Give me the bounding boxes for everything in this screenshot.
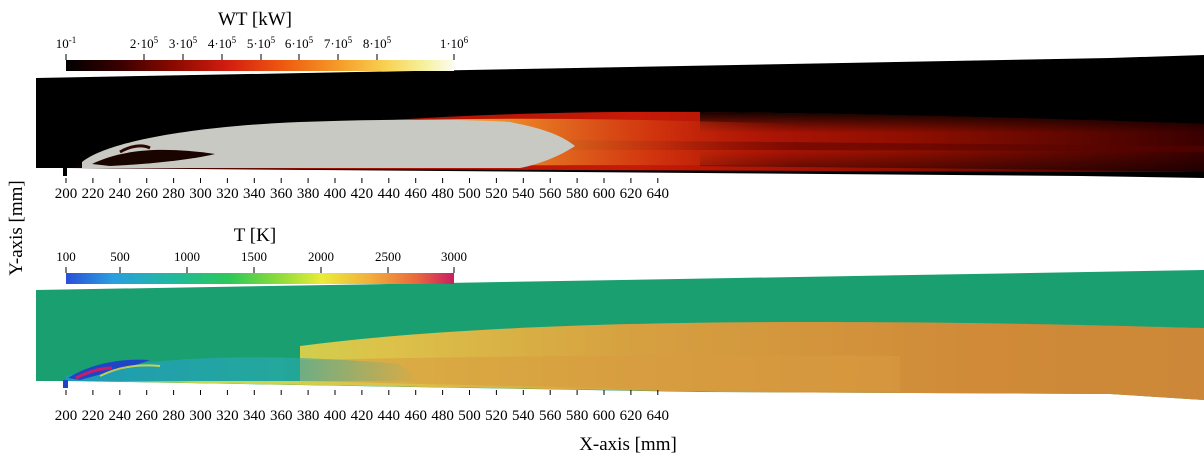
t-colorbar-ticks: 100 500 1000 1500 2000 2500 3000 (56, 249, 467, 273)
wt-colorbar: WT [kW] 10-1 2·105 3·105 4·105 5·105 6·105 7·1… (56, 9, 469, 71)
bottom-x-tick-label: 540 (512, 408, 535, 424)
top-x-tick-label: 400 (324, 186, 347, 202)
top-x-tick-label: 200 (55, 186, 78, 202)
x-axis-label: X-axis [mm] (579, 434, 677, 455)
t-colorbar-tick-label: 1500 (241, 249, 267, 264)
top-x-tick-label: 620 (620, 186, 643, 202)
wt-colorbar-tick-label: 2·105 (130, 35, 159, 51)
y-axis-label: Y-axis [mm] (6, 180, 27, 276)
bottom-x-tick-label: 400 (324, 408, 347, 424)
top-x-tick-label: 440 (378, 186, 401, 202)
top-x-tick-label: 360 (270, 186, 293, 202)
top-x-tick-label: 640 (647, 186, 670, 202)
wt-colorbar-tick-label: 3·105 (169, 35, 198, 51)
top-x-tick-label: 300 (189, 186, 212, 202)
bottom-x-tick-label: 280 (162, 408, 185, 424)
top-x-tick-label: 240 (109, 186, 132, 202)
top-x-tick-label: 560 (539, 186, 562, 202)
wt-colorbar-tick-label: 1·106 (440, 35, 469, 51)
x-axis-ticks-bottom: 200 220 240 260 280 300 320 340 360 380 400 420 440 4… (55, 390, 669, 424)
top-x-tick-label: 220 (82, 186, 105, 202)
bottom-x-tick-label: 560 (539, 408, 562, 424)
top-x-tick-label: 420 (351, 186, 374, 202)
top-x-tick-label: 260 (135, 186, 158, 202)
wt-colorbar-tick-label: 8·105 (363, 35, 392, 51)
t-colorbar-tick-label: 2000 (308, 249, 334, 264)
top-x-tick-label: 340 (243, 186, 266, 202)
bottom-x-tick-label: 420 (351, 408, 374, 424)
top-x-tick-label: 380 (297, 186, 320, 202)
top-x-tick-label: 540 (512, 186, 535, 202)
t-colorbar-tick-label: 2500 (375, 249, 401, 264)
bottom-x-tick-label: 360 (270, 408, 293, 424)
t-colorbar-bar (66, 273, 454, 284)
wt-colorbar-bar (66, 60, 454, 71)
t-colorbar: T [K] 100 500 1000 1500 2000 2500 3000 (56, 225, 467, 284)
wt-colorbar-tick-label: 6·105 (285, 35, 314, 51)
bottom-x-tick-label: 640 (647, 408, 670, 424)
bottom-x-tick-label: 440 (378, 408, 401, 424)
top-x-tick-label: 520 (485, 186, 508, 202)
t-colorbar-tick-label: 3000 (441, 249, 467, 264)
wt-colorbar-title: WT [kW] (218, 9, 292, 30)
t-colorbar-title: T [K] (234, 225, 276, 246)
top-x-tick-label: 280 (162, 186, 185, 202)
bottom-x-tick-label: 320 (216, 408, 239, 424)
wt-colorbar-tick-label: 10-1 (56, 35, 77, 51)
bottom-x-tick-label: 240 (109, 408, 132, 424)
bottom-x-tick-label: 500 (458, 408, 481, 424)
t-colorbar-tick-label: 100 (56, 249, 76, 264)
top-x-tick-label: 480 (431, 186, 454, 202)
wt-colorbar-tick-label: 7·105 (324, 35, 353, 51)
top-x-tick-label: 460 (404, 186, 427, 202)
wt-colorbar-tick-label: 4·105 (208, 35, 237, 51)
bottom-x-tick-label: 460 (404, 408, 427, 424)
t-colorbar-tick-label: 1000 (174, 249, 200, 264)
top-x-tick-label: 500 (458, 186, 481, 202)
bottom-x-tick-label: 480 (431, 408, 454, 424)
bottom-x-tick-label: 600 (593, 408, 616, 424)
wt-colorbar-tick-label: 5·105 (247, 35, 276, 51)
x-axis-ticks-top: 200 220 240 260 280 300 320 340 360 380 400 420 440 4… (55, 178, 669, 202)
bottom-x-tick-label: 260 (135, 408, 158, 424)
bottom-x-tick-label: 620 (620, 408, 643, 424)
wt-colorbar-ticks: 10-1 2·105 3·105 4·105 5·105 6·105 7·105 8·105 1… (56, 35, 469, 60)
t-contour-panel (36, 270, 1204, 400)
bottom-x-tick-label: 520 (485, 408, 508, 424)
top-x-tick-label: 320 (216, 186, 239, 202)
bottom-x-tick-label: 220 (82, 408, 105, 424)
wt-contour-panel (36, 55, 1204, 178)
bottom-x-tick-label: 580 (566, 408, 589, 424)
top-x-tick-label: 600 (593, 186, 616, 202)
bottom-x-tick-label: 300 (189, 408, 212, 424)
bottom-x-tick-label: 200 (55, 408, 78, 424)
top-x-tick-label: 580 (566, 186, 589, 202)
bottom-x-tick-label: 380 (297, 408, 320, 424)
bottom-x-tick-label: 340 (243, 408, 266, 424)
t-colorbar-tick-label: 500 (110, 249, 130, 264)
